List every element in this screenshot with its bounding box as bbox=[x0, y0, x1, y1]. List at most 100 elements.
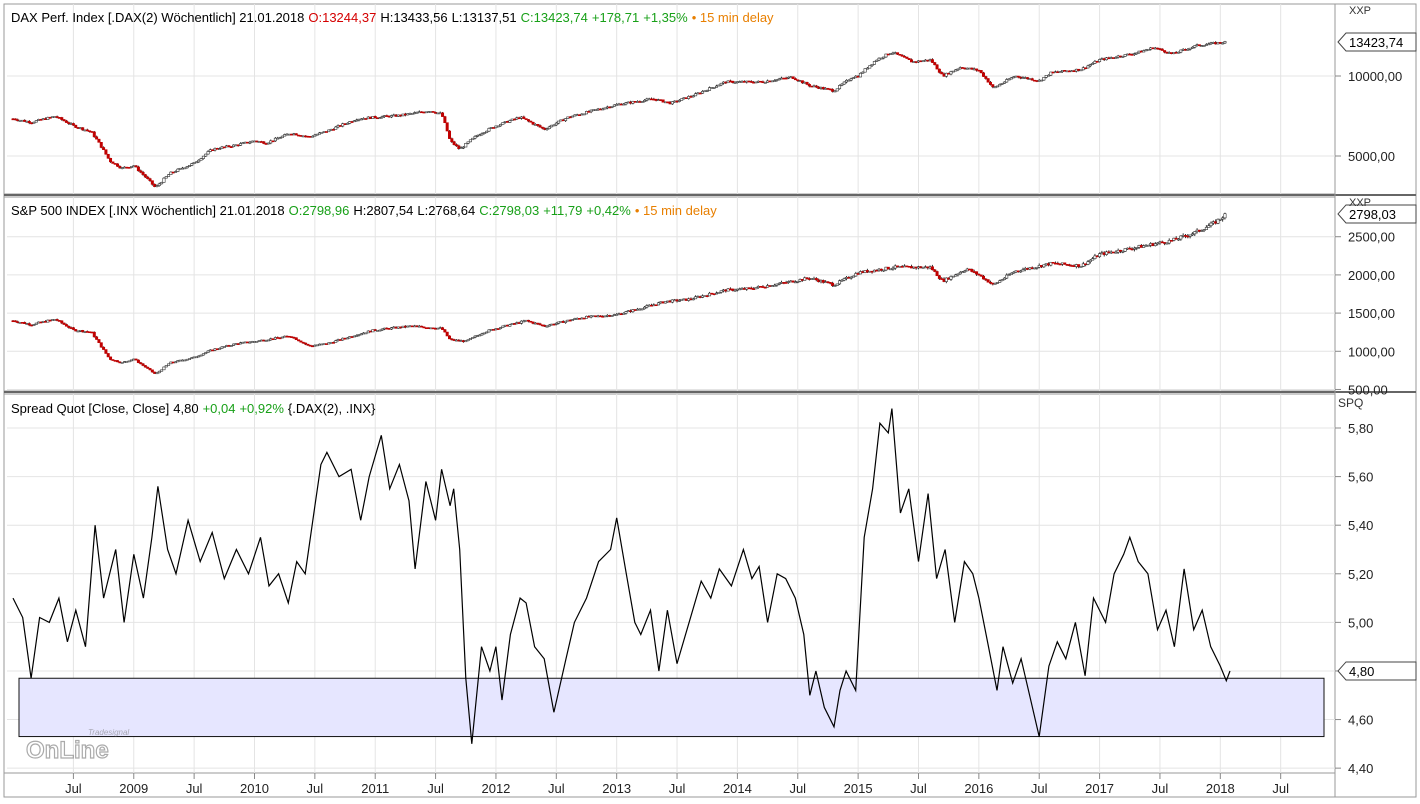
candle-body bbox=[930, 59, 934, 63]
candle-body bbox=[136, 359, 140, 363]
candle-body bbox=[526, 319, 530, 322]
candle-body bbox=[935, 64, 939, 70]
candle-body bbox=[315, 133, 319, 136]
candle-body bbox=[480, 333, 484, 336]
candle-body bbox=[622, 103, 626, 106]
candle-body bbox=[162, 366, 166, 371]
candle-body bbox=[691, 298, 695, 301]
candle-body bbox=[97, 138, 101, 143]
candle-body bbox=[691, 95, 695, 98]
candle-body bbox=[680, 98, 684, 101]
candle-body bbox=[840, 279, 844, 282]
candle-body bbox=[32, 121, 36, 124]
candle-body bbox=[102, 346, 106, 350]
spread-last-value-tag-text: 4,80 bbox=[1349, 664, 1374, 679]
candle-body bbox=[954, 69, 958, 72]
candle-body bbox=[986, 279, 990, 283]
dax-last-value-tag-shape bbox=[1337, 32, 1417, 52]
candle-body bbox=[1170, 240, 1174, 242]
candle-body bbox=[884, 53, 888, 58]
spread-last-value-tag-shape bbox=[1337, 661, 1417, 681]
candle-body bbox=[355, 119, 359, 122]
candle-body bbox=[229, 146, 233, 148]
candle-body bbox=[1209, 222, 1213, 226]
candle-body bbox=[858, 72, 862, 78]
candle-body bbox=[951, 275, 955, 278]
candle-body bbox=[1030, 78, 1034, 81]
candle-body bbox=[1177, 51, 1181, 54]
candle-body bbox=[1200, 230, 1204, 232]
candle-body bbox=[190, 163, 194, 166]
candle-body bbox=[1221, 217, 1225, 220]
candle-body bbox=[1121, 251, 1125, 253]
candle-body bbox=[32, 324, 36, 326]
candle-body bbox=[1009, 77, 1013, 80]
candle-body bbox=[355, 335, 359, 337]
candle-body bbox=[538, 323, 542, 326]
candle-body bbox=[487, 128, 491, 132]
dax-high: H:13433,56 bbox=[380, 10, 448, 25]
candle-body bbox=[882, 56, 886, 59]
candle-body bbox=[1005, 274, 1009, 279]
candle-body bbox=[849, 276, 853, 279]
candle-body bbox=[773, 80, 777, 82]
candle-body bbox=[345, 123, 349, 125]
candle-body bbox=[1098, 59, 1102, 62]
candle-body bbox=[1091, 63, 1095, 65]
y-tick-label: 5,40 bbox=[1348, 518, 1373, 533]
candle-body bbox=[306, 343, 310, 346]
candle-body bbox=[991, 84, 995, 88]
candle-body bbox=[201, 155, 205, 159]
candle-body bbox=[176, 168, 180, 172]
candle-body bbox=[273, 137, 277, 142]
candle-body bbox=[1079, 266, 1083, 268]
candle-body bbox=[116, 163, 120, 167]
candle-body bbox=[97, 339, 101, 343]
x-tick-label: Jul bbox=[548, 781, 565, 796]
candle-body bbox=[984, 76, 988, 79]
candle-body bbox=[564, 320, 568, 323]
candle-body bbox=[796, 79, 800, 82]
candle-body bbox=[886, 266, 890, 270]
candle-body bbox=[540, 126, 544, 129]
candle-body bbox=[1012, 271, 1016, 274]
candle-body bbox=[373, 116, 377, 119]
candle-body bbox=[1160, 48, 1164, 51]
candle-body bbox=[60, 117, 64, 120]
candle-body bbox=[334, 126, 338, 130]
candle-body bbox=[62, 322, 66, 325]
candle-body bbox=[378, 329, 382, 332]
candle-body bbox=[160, 182, 164, 185]
candle-body bbox=[141, 363, 145, 366]
candle-body bbox=[1188, 234, 1192, 237]
spread-unit-label: SPQ bbox=[1338, 396, 1364, 410]
candle-body bbox=[150, 369, 154, 373]
candle-body bbox=[102, 147, 106, 150]
candle-body bbox=[814, 278, 818, 281]
candle-body bbox=[814, 85, 818, 88]
candle-body bbox=[150, 180, 154, 185]
candle-body bbox=[1153, 243, 1157, 247]
candle-body bbox=[452, 141, 456, 145]
candle-body bbox=[464, 143, 468, 148]
candle-body bbox=[1123, 248, 1127, 252]
candle-body bbox=[930, 266, 934, 271]
support-band bbox=[18, 677, 1325, 738]
candle-body bbox=[1146, 244, 1150, 247]
spx-change-pct: +0,42% bbox=[586, 203, 631, 218]
candle-body bbox=[1007, 78, 1011, 81]
candle-body bbox=[331, 129, 335, 131]
candle-body bbox=[1105, 251, 1109, 255]
candle-body bbox=[327, 129, 331, 133]
candle-body bbox=[1077, 264, 1081, 268]
candle-body bbox=[183, 167, 187, 170]
candle-body bbox=[13, 118, 17, 121]
dax-last-value-tag: 13423,74 bbox=[1337, 32, 1417, 52]
candle-body bbox=[445, 331, 449, 337]
candle-body bbox=[582, 113, 586, 116]
candle-body bbox=[95, 336, 99, 340]
candle-body bbox=[104, 149, 108, 155]
candle-body bbox=[1216, 218, 1220, 224]
